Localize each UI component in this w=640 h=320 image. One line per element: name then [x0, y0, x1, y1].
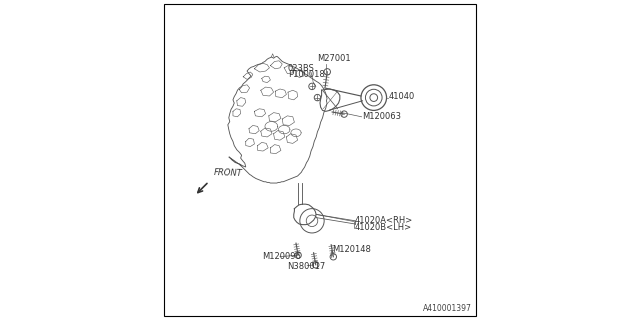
Text: A410001397: A410001397 — [423, 304, 472, 313]
Text: 41020B<LH>: 41020B<LH> — [355, 223, 412, 232]
Text: 41020A<RH>: 41020A<RH> — [355, 216, 413, 225]
Text: 41040: 41040 — [388, 92, 415, 101]
Text: P100018: P100018 — [288, 70, 324, 79]
Text: FRONT: FRONT — [214, 168, 243, 178]
Text: M120096: M120096 — [262, 252, 301, 261]
Text: N380017: N380017 — [287, 262, 326, 271]
Text: M120063: M120063 — [362, 112, 401, 121]
Text: M120148: M120148 — [332, 245, 371, 254]
Text: M27001: M27001 — [317, 54, 351, 63]
Text: 023BS: 023BS — [288, 64, 315, 73]
